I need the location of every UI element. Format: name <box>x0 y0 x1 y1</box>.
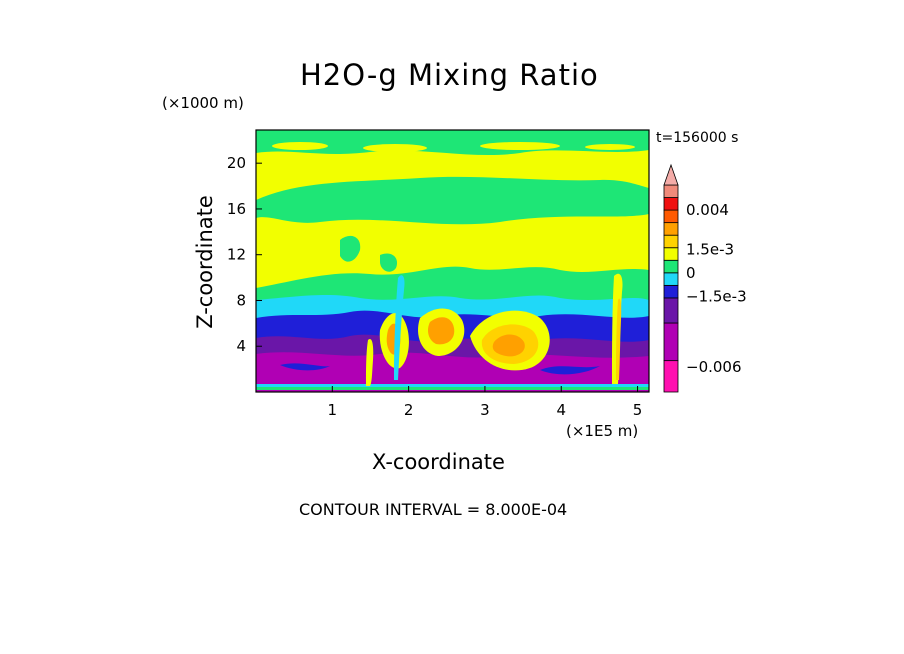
contour-field <box>256 130 649 392</box>
contour-interval: CONTOUR INTERVAL = 8.000E-04 <box>299 500 568 519</box>
field-streak <box>280 363 330 371</box>
field-green-layer <box>256 176 649 225</box>
y-axis-label: Z-coordinate <box>193 195 217 329</box>
field-plume-core <box>616 298 622 380</box>
colorbar-level <box>663 209 679 224</box>
y-axis: 4 8 12 16 20 <box>227 154 262 355</box>
field-blob-orange <box>492 334 525 357</box>
colorbar-extend-arrow <box>663 163 679 186</box>
colorbar-label: −0.006 <box>686 358 742 376</box>
field-plume <box>366 338 374 386</box>
y-tick-label: 16 <box>227 200 246 218</box>
plot-frame <box>255 129 650 393</box>
field-purple-layer <box>256 352 649 392</box>
field-green-tongue <box>380 253 398 272</box>
field-top-band <box>256 130 649 156</box>
x-axis: 1 2 3 4 5 <box>328 386 643 419</box>
field-green-tongue <box>340 235 361 262</box>
field-patch <box>480 142 560 150</box>
x-tick-label: 3 <box>480 401 490 419</box>
y-tick-label: 4 <box>236 337 246 355</box>
colorbar-label: 1.5e-3 <box>686 240 734 258</box>
field-patch <box>585 144 635 150</box>
colorbar-label: −1.5e-3 <box>686 287 747 305</box>
colorbar-level <box>663 222 679 236</box>
x-tick-label: 4 <box>556 401 566 419</box>
field-surface-green <box>256 387 649 390</box>
field-surface-cyan <box>256 384 649 388</box>
x-axis-label: X-coordinate <box>372 450 505 474</box>
x-tick-label: 5 <box>633 401 643 419</box>
colorbar-level <box>663 184 679 198</box>
time-stamp: t=156000 s <box>656 130 739 146</box>
x-tick-label: 1 <box>328 401 338 419</box>
colorbar-level <box>663 360 679 393</box>
field-patch <box>272 142 328 150</box>
field-patch <box>363 144 427 152</box>
colorbar-label: 0 <box>686 264 696 282</box>
y-tick-label: 8 <box>236 291 246 309</box>
colorbar: 0.004 1.5e-3 0 −1.5e-3 −0.006 <box>663 163 747 393</box>
colorbar-level <box>663 197 679 211</box>
colorbar-level <box>663 259 679 274</box>
chart-title: H2O-g Mixing Ratio <box>300 58 599 92</box>
colorbar-level <box>663 297 679 324</box>
x-axis-unit: (×1E5 m) <box>566 422 639 440</box>
y-axis-unit: (×1000 m) <box>162 94 244 112</box>
field-blob-orange <box>428 317 455 345</box>
colorbar-level <box>663 322 679 362</box>
y-tick-label: 12 <box>227 246 246 264</box>
colorbar-level <box>663 272 679 286</box>
colorbar-label: 0.004 <box>686 201 729 219</box>
y-tick-label: 20 <box>227 154 246 172</box>
field-plume <box>394 275 405 380</box>
field-streak <box>540 366 600 375</box>
x-tick-label: 2 <box>404 401 414 419</box>
colorbar-level <box>663 247 679 261</box>
colorbar-level <box>663 234 679 249</box>
colorbar-level <box>663 284 679 299</box>
